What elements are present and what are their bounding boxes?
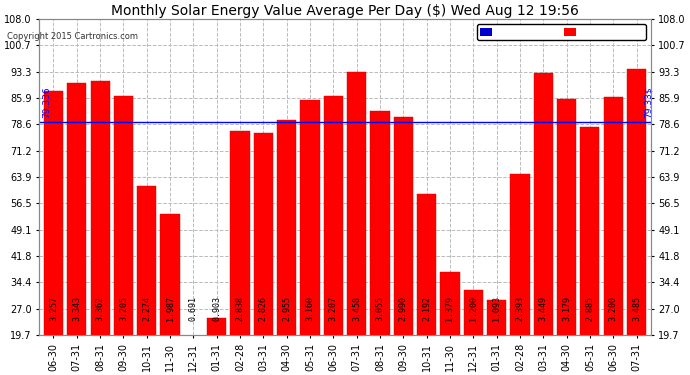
Bar	[230, 132, 250, 375]
Bar	[277, 120, 296, 375]
Text: 3.257: 3.257	[49, 296, 58, 321]
Bar	[440, 272, 460, 375]
Bar	[254, 133, 273, 375]
Text: 2.885: 2.885	[585, 296, 594, 321]
Bar	[511, 174, 529, 375]
Text: 2.393: 2.393	[515, 296, 524, 321]
Text: 79.336: 79.336	[42, 87, 51, 118]
Text: 3.458: 3.458	[352, 296, 361, 321]
Text: 3.055: 3.055	[375, 296, 384, 321]
Text: 3.205: 3.205	[119, 296, 128, 321]
Text: 2.274: 2.274	[142, 296, 151, 321]
Bar	[161, 214, 179, 375]
Bar	[67, 83, 86, 375]
Bar	[557, 99, 576, 375]
Legend: Average  ($), Monthly  ($): Average ($), Monthly ($)	[477, 24, 646, 40]
Text: 3.200: 3.200	[609, 296, 618, 321]
Text: 2.826: 2.826	[259, 296, 268, 321]
Bar	[324, 96, 343, 375]
Bar	[580, 127, 600, 375]
Bar	[300, 100, 319, 375]
Text: 3.179: 3.179	[562, 296, 571, 321]
Text: 2.192: 2.192	[422, 296, 431, 321]
Text: Copyright 2015 Cartronics.com: Copyright 2015 Cartronics.com	[7, 32, 138, 41]
Bar	[114, 96, 133, 375]
Bar	[627, 69, 646, 375]
Text: 3.207: 3.207	[329, 296, 338, 321]
Text: 0.691: 0.691	[189, 296, 198, 321]
Text: 79.33$: 79.33$	[644, 87, 653, 118]
Bar	[487, 300, 506, 375]
Bar	[533, 72, 553, 375]
Bar	[347, 72, 366, 375]
Bar	[394, 117, 413, 375]
Text: 3.343: 3.343	[72, 296, 81, 321]
Text: 2.838: 2.838	[235, 296, 244, 321]
Text: 0.903: 0.903	[213, 296, 221, 321]
Bar	[464, 290, 483, 375]
Text: 1.200: 1.200	[469, 296, 477, 321]
Bar	[137, 186, 157, 375]
Bar	[184, 339, 203, 375]
Text: 3.485: 3.485	[632, 296, 641, 321]
Bar	[417, 194, 436, 375]
Text: 3.362: 3.362	[96, 296, 105, 321]
Text: 1.379: 1.379	[446, 296, 455, 321]
Text: 1.987: 1.987	[166, 296, 175, 321]
Title: Monthly Solar Energy Value Average Per Day ($) Wed Aug 12 19:56: Monthly Solar Energy Value Average Per D…	[111, 4, 579, 18]
Text: 3.160: 3.160	[306, 296, 315, 321]
Bar	[371, 111, 390, 375]
Bar	[44, 91, 63, 375]
Bar	[604, 96, 623, 375]
Text: 2.990: 2.990	[399, 296, 408, 321]
Bar	[90, 81, 110, 375]
Text: 3.449: 3.449	[539, 296, 548, 321]
Bar	[207, 318, 226, 375]
Text: 2.955: 2.955	[282, 296, 291, 321]
Text: 1.093: 1.093	[492, 296, 501, 321]
